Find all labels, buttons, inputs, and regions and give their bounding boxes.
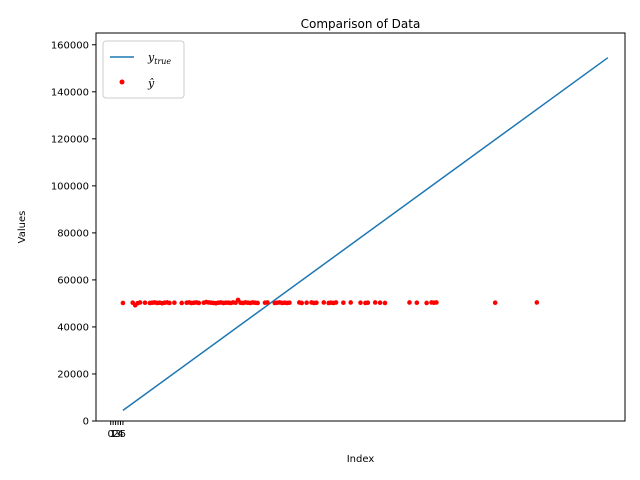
data-point-y-hat: [333, 300, 339, 305]
series-line-y-true: [122, 57, 609, 412]
data-point-y-hat: [304, 300, 309, 306]
legend-marker-swatch: [119, 79, 125, 85]
x-tick-label: 3: [115, 429, 121, 440]
y-axis-title: Values: [17, 211, 28, 244]
data-point-y-hat: [382, 300, 388, 306]
data-point-y-hat: [492, 300, 498, 306]
data-point-y-hat: [372, 300, 378, 305]
y-tick-label: 60000: [57, 275, 89, 286]
y-tick-label: 140000: [51, 87, 89, 98]
data-point-y-hat: [255, 300, 260, 306]
data-point-y-hat: [377, 300, 383, 306]
data-point-y-hat: [196, 300, 202, 306]
axes-frame: [95, 32, 626, 422]
data-point-y-hat: [434, 300, 439, 305]
y-tick-label: 80000: [57, 228, 89, 239]
data-point-y-hat: [142, 300, 148, 306]
legend-box: [102, 40, 185, 99]
legend: ytrue ŷ: [102, 40, 185, 99]
x-tick-label: 0: [108, 429, 114, 440]
legend-label-y-true: ytrue: [147, 51, 171, 66]
data-point-y-hat: [348, 300, 354, 305]
x-tick-label: 5: [120, 429, 126, 440]
data-point-y-hat: [341, 300, 346, 306]
data-point-y-hat: [120, 300, 126, 306]
x-tick-label: 1: [110, 429, 116, 440]
data-point-y-hat: [358, 300, 363, 306]
data-point-y-hat: [167, 300, 172, 306]
y-tick-label: 120000: [51, 134, 89, 145]
y-tick-label: 160000: [51, 40, 89, 51]
data-point-y-hat: [287, 300, 292, 306]
data-point-y-hat: [179, 300, 185, 306]
y-tick-label: 100000: [51, 181, 89, 192]
data-point-y-hat: [365, 300, 371, 306]
data-point-y-hat: [414, 300, 420, 306]
y-tick-label: 40000: [57, 322, 89, 333]
data-point-y-hat: [314, 300, 319, 306]
legend-label-y-hat: ŷ: [147, 77, 155, 90]
data-point-y-hat: [299, 300, 305, 306]
x-tick-label: 4: [117, 429, 123, 440]
data-point-y-hat: [407, 300, 412, 305]
x-tick-label: 2: [112, 429, 118, 440]
data-point-y-hat: [265, 300, 270, 305]
data-point-y-hat: [137, 300, 143, 305]
y-tick-label: 0: [83, 417, 89, 428]
y-tick-label: 20000: [57, 369, 89, 380]
y-axis: 0 20000 40000 60000 80000 100000 120000 140000 1…: [51, 40, 96, 428]
chart-title: Comparison of Data: [301, 17, 421, 31]
data-point-y-hat: [321, 300, 327, 305]
x-axis-title: Index: [347, 454, 375, 465]
data-point-y-hat: [172, 300, 177, 306]
plot-area: [120, 57, 609, 412]
data-point-y-hat: [534, 300, 540, 305]
data-point-y-hat: [424, 300, 429, 306]
